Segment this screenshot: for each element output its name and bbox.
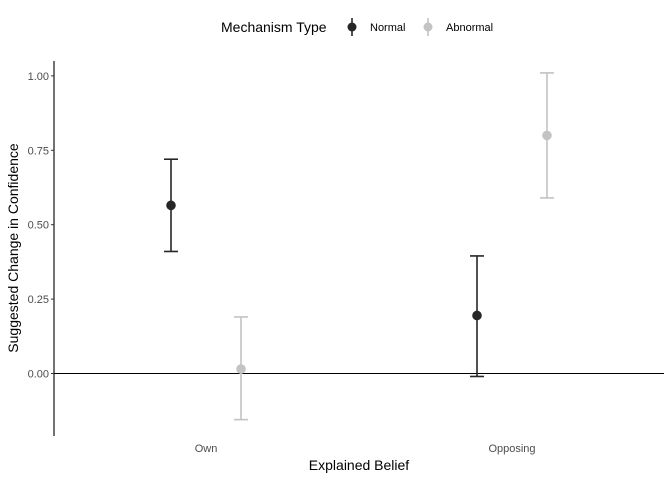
legend: Mechanism Type Normal Abnormal	[221, 18, 493, 36]
y-tick-label: 0.25	[28, 294, 49, 306]
data-point	[542, 130, 552, 141]
legend-item: Normal	[347, 18, 405, 36]
error-bar-group	[164, 158, 178, 253]
legend-label: Normal	[370, 22, 405, 34]
legend-label: Abnormal	[446, 22, 493, 34]
y-axis-title: Suggested Change in Confidence	[5, 143, 21, 353]
data-point	[472, 310, 482, 321]
legend-key-point	[423, 22, 433, 32]
y-tick-label: 1.00	[28, 71, 49, 83]
legend-item: Abnormal	[423, 18, 493, 36]
x-tick-label: Own	[195, 443, 218, 455]
y-tick-label: 0.00	[28, 369, 49, 381]
x-axis-title: Explained Belief	[309, 457, 410, 473]
y-tick-label: 0.50	[28, 220, 49, 232]
error-bar-group	[234, 316, 248, 421]
y-tick-label: 0.75	[28, 145, 49, 157]
legend-key-point	[347, 22, 357, 32]
legend-title: Mechanism Type	[221, 19, 327, 35]
error-bar-group	[470, 255, 484, 378]
data-point	[166, 200, 176, 211]
error-bar-group	[540, 72, 554, 199]
x-tick-label: Opposing	[488, 443, 535, 455]
data-point	[236, 364, 246, 374]
